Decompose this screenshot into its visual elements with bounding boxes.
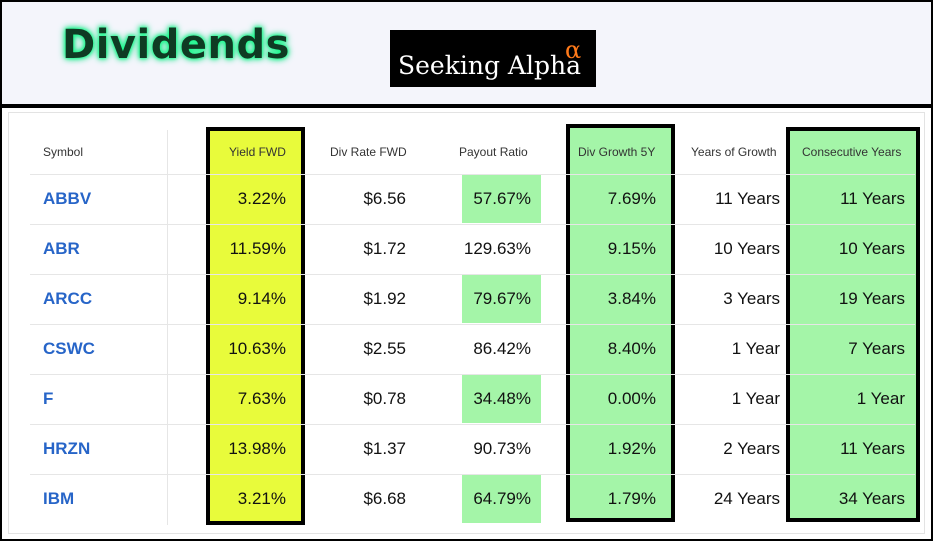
symbol-link[interactable]: ABR (43, 239, 80, 258)
yield-fwd-value: 11.59% (229, 239, 286, 258)
div-growth-5y-value: 7.69% (607, 189, 656, 208)
row-separator (30, 424, 915, 425)
yield-fwd-value: 7.63% (237, 389, 286, 408)
div-rate-fwd-value: $1.37 (363, 439, 406, 458)
years-of-growth-value: 1 Year (731, 389, 780, 408)
symbol-link[interactable]: ABBV (43, 189, 92, 208)
symbol-link[interactable]: IBM (43, 489, 75, 508)
page-title: Dividends (62, 22, 290, 68)
symbol-link[interactable]: HRZN (43, 439, 91, 458)
div-rate-fwd-value: $6.56 (363, 189, 406, 208)
row-separator (30, 374, 915, 375)
div-growth-column-highlight (566, 124, 675, 522)
div-growth-5y-value: 1.92% (607, 439, 656, 458)
yield-fwd-value: 3.21% (237, 489, 286, 508)
payout-ratio-value: 57.67% (473, 189, 531, 208)
yield-fwd-value: 10.63% (228, 339, 286, 358)
div-growth-5y-value: 3.84% (607, 289, 656, 308)
yield-column-highlight (206, 127, 305, 525)
header-separator (30, 174, 915, 175)
consecutive-years-value: 11 Years (840, 189, 905, 208)
yield-fwd-value: 3.22% (237, 189, 286, 208)
div-growth-5y-value: 0.00% (607, 389, 656, 408)
payout-ratio-value: 129.63% (463, 239, 531, 258)
header-div-rate-fwd[interactable]: Div Rate FWD (330, 145, 407, 159)
payout-ratio-value: 86.42% (473, 339, 531, 358)
row-separator (30, 274, 915, 275)
div-rate-fwd-value: $0.78 (363, 389, 406, 408)
div-growth-5y-value: 1.79% (607, 489, 656, 508)
payout-ratio-value: 90.73% (473, 439, 531, 458)
consecutive-years-value: 34 Years (838, 489, 905, 508)
consecutive-years-value: 7 Years (848, 339, 905, 358)
yield-fwd-value: 13.98% (228, 439, 286, 458)
symbol-link[interactable]: CSWC (43, 339, 95, 358)
div-rate-fwd-value: $1.92 (363, 289, 406, 308)
consecutive-years-value: 11 Years (840, 439, 905, 458)
consecutive-years-value: 19 Years (838, 289, 905, 308)
header-payout-ratio[interactable]: Payout Ratio (459, 145, 528, 159)
div-rate-fwd-value: $6.68 (363, 489, 406, 508)
consecutive-years-value: 10 Years (838, 239, 905, 258)
seeking-alpha-logo: Seeking Alpha α (390, 30, 596, 87)
consecutive-years-value: 1 Year (856, 389, 905, 408)
symbol-link[interactable]: ARCC (43, 289, 93, 308)
years-of-growth-value: 1 Year (731, 339, 780, 358)
payout-ratio-value: 34.48% (473, 389, 531, 408)
div-growth-5y-value: 8.40% (607, 339, 656, 358)
header-symbol[interactable]: Symbol (43, 145, 84, 159)
payout-ratio-value: 79.67% (473, 289, 531, 308)
row-separator (30, 324, 915, 325)
years-of-growth-value: 24 Years (713, 489, 780, 508)
div-growth-5y-value: 9.15% (607, 239, 656, 258)
header-consecutive-years[interactable]: Consecutive Years (802, 145, 902, 159)
symbol-column-divider (167, 130, 168, 525)
payout-ratio-highlight (462, 175, 541, 223)
row-separator (30, 224, 915, 225)
years-of-growth-value: 2 Years (723, 439, 780, 458)
header-div-growth-5y[interactable]: Div Growth 5Y (578, 145, 656, 159)
symbol-link[interactable]: F (43, 389, 54, 408)
row-separator (30, 474, 915, 475)
payout-ratio-highlight (462, 475, 541, 523)
payout-ratio-highlight (462, 375, 541, 423)
years-of-growth-value: 3 Years (723, 289, 780, 308)
years-of-growth-value: 11 Years (715, 189, 780, 208)
logo-text: Seeking Alpha (398, 51, 581, 80)
div-rate-fwd-value: $1.72 (363, 239, 406, 258)
header-years-of-growth[interactable]: Years of Growth (691, 145, 777, 159)
payout-ratio-highlight (462, 275, 541, 323)
alpha-icon: α (565, 36, 582, 64)
header-yield-fwd[interactable]: Yield FWD (229, 145, 286, 159)
payout-ratio-value: 64.79% (473, 489, 531, 508)
header-banner: Dividends Seeking Alpha α (2, 2, 931, 108)
yield-fwd-value: 9.14% (237, 289, 286, 308)
years-of-growth-value: 10 Years (713, 239, 780, 258)
div-rate-fwd-value: $2.55 (363, 339, 406, 358)
